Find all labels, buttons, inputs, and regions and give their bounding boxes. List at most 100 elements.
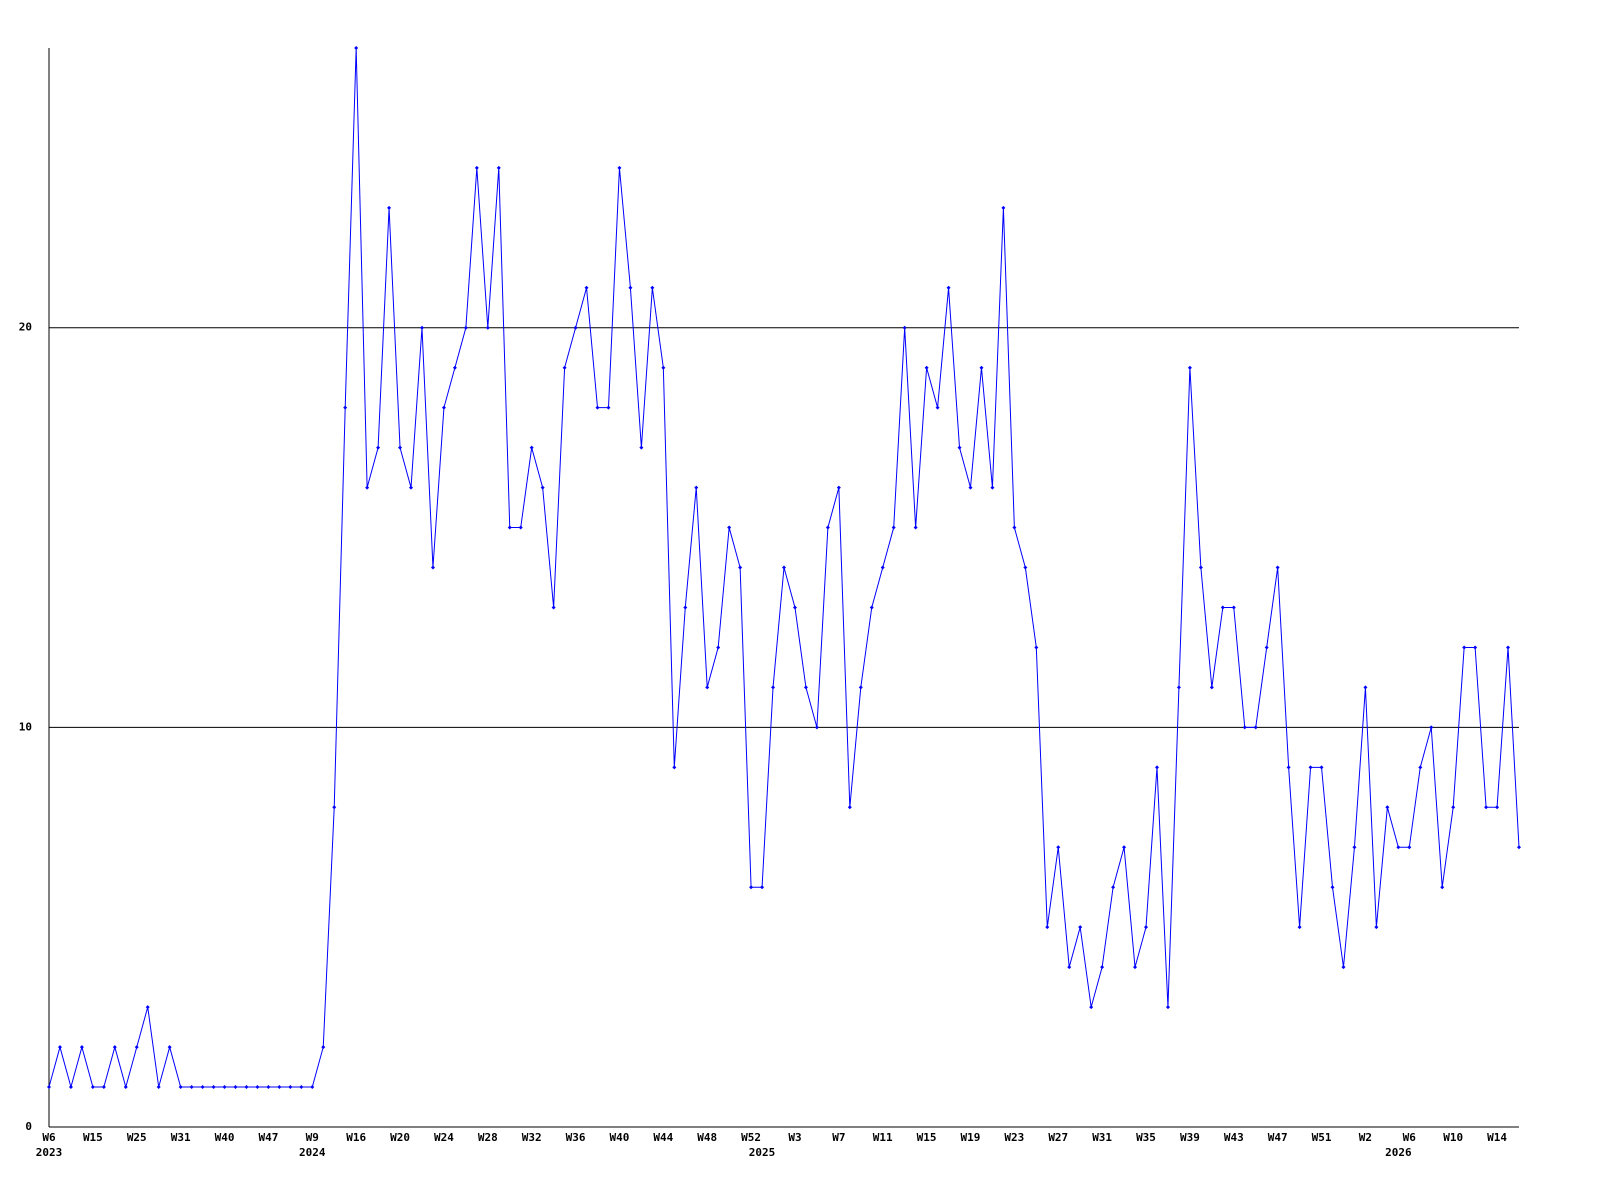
point: [617, 165, 622, 170]
point: [1133, 965, 1138, 970]
point: [1451, 805, 1456, 810]
point: [474, 165, 479, 170]
point: [957, 445, 962, 450]
point: [79, 1045, 84, 1050]
x-tick-label: W35: [1136, 1131, 1156, 1144]
point: [1418, 765, 1423, 770]
x-year-label: 2024: [299, 1146, 326, 1159]
point: [233, 1085, 238, 1090]
point: [1484, 805, 1489, 810]
point: [1012, 525, 1017, 530]
point: [387, 205, 392, 210]
point: [946, 285, 951, 290]
x-tick-label: W16: [346, 1131, 366, 1144]
point: [1220, 605, 1225, 610]
point: [441, 405, 446, 410]
point: [1165, 1005, 1170, 1010]
x-tick-label: W19: [961, 1131, 981, 1144]
point: [1385, 805, 1390, 810]
point: [156, 1085, 161, 1090]
point: [1407, 845, 1412, 850]
point: [847, 805, 852, 810]
point: [1198, 565, 1203, 570]
x-tick-label: W39: [1180, 1131, 1200, 1144]
point: [551, 605, 556, 610]
point: [727, 525, 732, 530]
point: [134, 1045, 139, 1050]
point: [1187, 365, 1192, 370]
point: [1506, 645, 1511, 650]
point: [792, 605, 797, 610]
point: [1275, 565, 1280, 570]
point: [825, 525, 830, 530]
point: [1154, 765, 1159, 770]
point: [1144, 925, 1149, 930]
point: [101, 1085, 106, 1090]
x-tick-label: W31: [171, 1131, 191, 1144]
point: [782, 565, 786, 570]
point: [47, 1085, 51, 1090]
x-tick-label: W20: [390, 1131, 410, 1144]
point: [1242, 725, 1247, 730]
point: [189, 1085, 194, 1090]
point: [1473, 645, 1478, 650]
point: [1100, 965, 1105, 970]
point: [672, 765, 677, 770]
point: [650, 285, 655, 290]
point: [90, 1085, 95, 1090]
x-tick-label: W7: [832, 1131, 845, 1144]
x-tick-label: W24: [434, 1131, 454, 1144]
point: [255, 1085, 260, 1090]
point: [1034, 645, 1039, 650]
point: [310, 1085, 315, 1090]
point: [1363, 685, 1368, 690]
point: [430, 565, 435, 570]
point: [891, 525, 896, 530]
point: [398, 445, 403, 450]
point: [1023, 565, 1028, 570]
point: [595, 405, 600, 410]
point: [200, 1085, 205, 1090]
point: [123, 1085, 128, 1090]
x-tick-label: W36: [566, 1131, 586, 1144]
point: [496, 165, 501, 170]
point: [573, 325, 578, 330]
point: [749, 885, 754, 890]
point: [661, 365, 666, 370]
point: [1286, 765, 1291, 770]
point: [683, 605, 688, 610]
point: [167, 1045, 172, 1050]
point: [321, 1045, 326, 1050]
point: [1352, 845, 1357, 850]
point: [1253, 725, 1258, 730]
x-year-label: 2023: [36, 1146, 63, 1159]
point: [343, 405, 348, 410]
point: [1429, 725, 1434, 730]
x-tick-label: W51: [1312, 1131, 1332, 1144]
point: [68, 1085, 73, 1090]
point: [968, 485, 973, 490]
point: [222, 1085, 227, 1090]
point: [1001, 205, 1006, 210]
point: [452, 365, 457, 370]
x-tick-label: W48: [697, 1131, 717, 1144]
point: [332, 805, 337, 810]
point: [277, 1085, 282, 1090]
point: [979, 365, 984, 370]
x-tick-label: W52: [741, 1131, 761, 1144]
point: [299, 1085, 304, 1090]
x-tick-label: W15: [83, 1131, 103, 1144]
x-year-label: 2026: [1385, 1146, 1412, 1159]
point: [584, 285, 589, 290]
x-tick-label: W47: [258, 1131, 278, 1144]
point: [1122, 845, 1127, 850]
point: [1341, 965, 1346, 970]
point: [1067, 965, 1072, 970]
x-tick-label: W6: [42, 1131, 56, 1144]
point: [1264, 645, 1269, 650]
point: [1495, 805, 1500, 810]
point: [1374, 925, 1379, 930]
point: [990, 485, 995, 490]
x-tick-label: W40: [215, 1131, 235, 1144]
